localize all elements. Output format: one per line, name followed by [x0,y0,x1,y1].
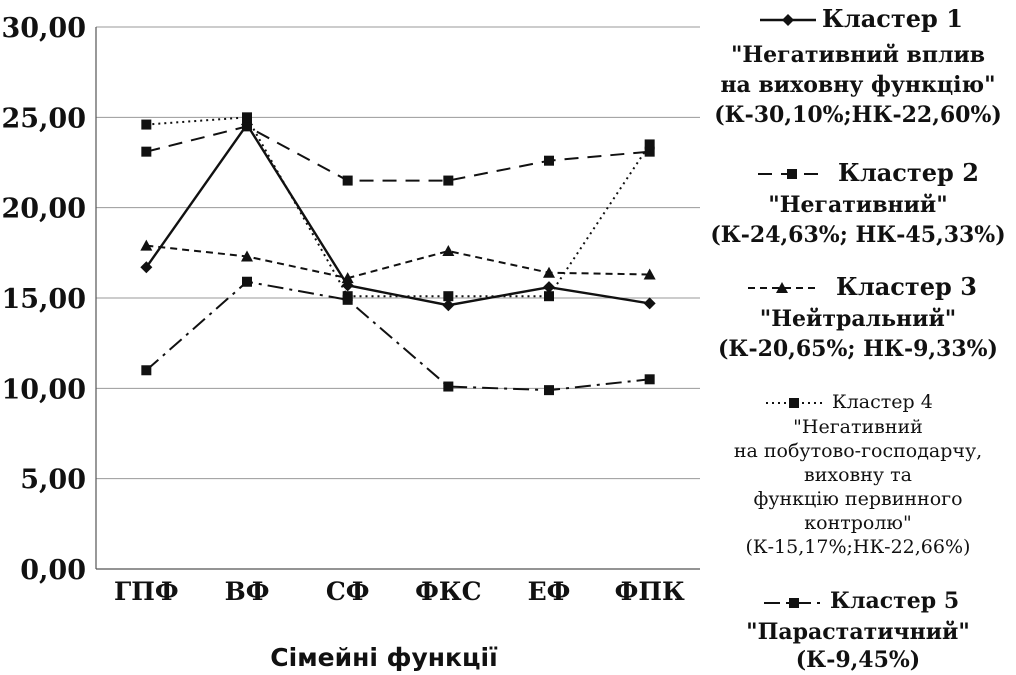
x-tick-label: ФПК [615,577,685,606]
data-point [140,239,153,251]
series-cluster-4 [141,112,655,302]
data-point [242,121,252,132]
x-tick-label: СФ [326,577,370,606]
data-point [141,119,152,130]
legend-desc-line: (К-9,45%) [795,647,921,673]
legend-entry-cluster-4: Кластер 4 "Негативний на побутово-господ… [700,391,1016,559]
legend-desc-line: "Негативний [793,416,923,438]
data-point [644,146,655,157]
legend-key-cluster-4 [766,398,822,408]
x-axis-label: Сімейні функції [270,643,498,672]
series-cluster-1 [140,118,656,312]
data-point [342,175,353,186]
legend-desc-line: на побутово-господарчу, [733,440,983,462]
x-tick-label: ВФ [225,577,270,606]
data-point [241,250,253,262]
data-point [141,146,152,157]
data-point [442,245,455,257]
data-point [141,365,152,376]
legend-entry-cluster-3: Кластер 3 "Нейтральний" (К-20,65%; НК-9,… [700,272,1016,364]
legend-series-name: Кластер 5 [830,588,960,614]
data-point [442,299,455,312]
legend-desc-line: (К-20,65%; НК-9,33%) [718,336,998,362]
series-line [146,116,651,298]
legend-desc-line: функцію первинного [753,488,963,510]
data-point [443,381,454,392]
y-tick-label: 30,00 [1,13,86,44]
legend-desc-line: (К-30,10%;НК-22,60%) [714,102,1002,128]
legend-entry-cluster-5: Кластер 5 "Парастатичний" (К-9,45%) [700,588,1016,674]
data-point [644,374,655,385]
legend-desc-line: (К-15,17%;НК-22,66%) [745,536,971,558]
legend-series-name: Кластер 2 [838,158,979,187]
y-tick-label: 15,00 [1,284,86,315]
y-tick-label: 0,00 [20,555,86,586]
x-tick-label: ФКС [415,577,481,606]
data-point [242,112,252,123]
data-point [544,385,554,396]
data-point [242,276,252,287]
legend-key-cluster-3 [748,282,816,293]
legend-desc-line: виховну та [804,464,912,486]
legend-entry-cluster-2: Кластер 2 "Негативний" (К-24,63%; НК-45,… [700,158,1016,250]
x-tick-label: ЕФ [528,577,571,606]
data-point [443,291,454,302]
data-point [643,268,656,280]
line-chart: 0,00 5,00 10,00 15,00 20,00 25,00 30,00 ГПФ ВФ С… [1,13,700,672]
legend-series-name: Кластер 1 [822,4,963,33]
legend-series-name: Кластер 3 [836,272,977,301]
legend-desc-line: на виховну функцію" [720,72,996,98]
legend-desc-line: "Парастатичний" [746,619,970,645]
legend-key-cluster-5 [764,598,824,608]
y-tick-label: 25,00 [1,103,86,134]
y-axis: 0,00 5,00 10,00 15,00 20,00 25,00 30,00 [1,13,97,586]
legend-desc-line: "Нейтральний" [759,306,957,332]
legend-desc-line: "Негативний вплив [730,42,986,68]
series-line [146,244,650,280]
y-tick-label: 20,00 [1,194,86,225]
data-point [643,297,656,310]
series-line [145,122,650,307]
legend-key-marker [789,398,799,408]
data-point [341,272,354,284]
y-tick-label: 5,00 [20,465,86,496]
series-line [145,280,650,392]
legend-desc-line: "Негативний" [768,192,948,218]
legend-key-marker [789,598,799,608]
legend-key-marker [787,169,797,179]
y-tick-label: 10,00 [1,374,86,405]
legend-desc-line: (К-24,63%; НК-45,33%) [710,222,1006,248]
data-point [543,281,555,294]
legend-key-cluster-2 [758,169,826,179]
data-point [443,175,454,186]
data-point [342,294,353,305]
legend-entry-cluster-1: Кластер 1 "Негативний вплив на виховну ф… [700,4,1016,130]
data-point [544,291,554,302]
data-point [644,139,655,150]
series-line [146,125,650,182]
legend-key-marker [782,14,794,26]
data-point [544,155,554,166]
legend-key-marker [776,282,788,293]
data-point [543,266,555,278]
series-group [140,112,656,396]
gridlines [96,26,700,480]
legend-desc-line: контролю" [804,512,912,534]
series-cluster-2 [141,121,655,186]
x-tick-label: ГПФ [114,577,179,606]
data-point [140,261,153,274]
legend-key-cluster-1 [760,14,816,26]
legend-series-name: Кластер 4 [832,391,933,413]
series-cluster-5 [141,276,655,396]
series-cluster-3 [140,239,656,284]
x-axis: ГПФ ВФ СФ ФКС ЕФ ФПК [96,568,700,606]
